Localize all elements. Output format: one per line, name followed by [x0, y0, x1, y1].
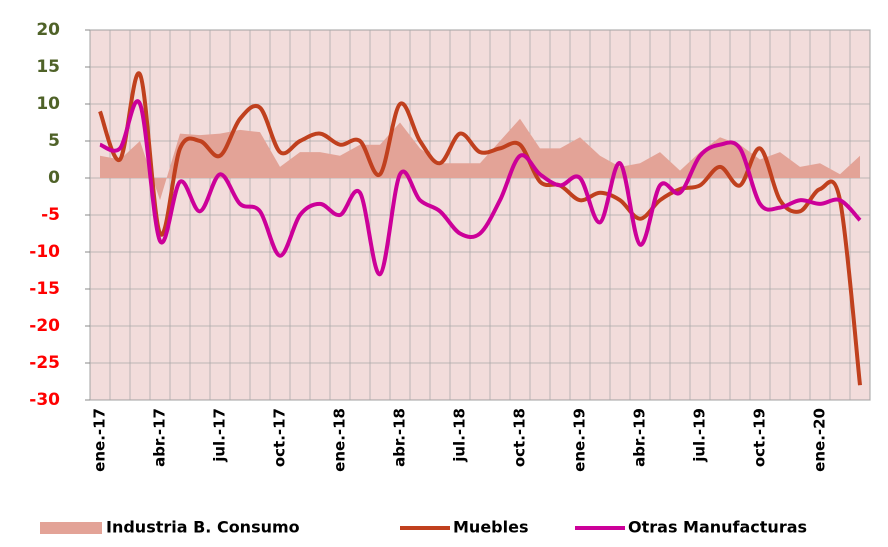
x-tick-label: jul.-17: [211, 408, 229, 463]
x-tick-label: abr.-18: [391, 408, 409, 467]
y-tick-label: -15: [29, 279, 60, 299]
y-tick-label: -20: [29, 316, 60, 336]
legend-label: Muebles: [453, 518, 528, 537]
x-tick-label: ene.-18: [331, 408, 349, 472]
line: [99, 99, 862, 277]
y-tick-label: 10: [36, 94, 60, 114]
y-tick-label: -30: [29, 390, 60, 410]
y-tick-label: 0: [48, 168, 60, 188]
y-tick-label: -10: [29, 242, 60, 262]
legend-swatch: [40, 522, 102, 534]
x-tick-label: jul.-18: [451, 408, 469, 463]
x-tick-label: oct.-17: [271, 408, 289, 467]
area: [100, 118, 860, 201]
y-tick-label: -5: [41, 205, 60, 225]
x-tick-label: oct.-18: [511, 408, 529, 467]
x-tick-label: ene.-19: [571, 408, 589, 472]
x-tick-label: ene.-20: [811, 408, 829, 472]
y-tick-label: 15: [36, 57, 60, 77]
x-tick-label: abr.-19: [631, 408, 649, 467]
legend-label: Industria B. Consumo: [106, 518, 300, 537]
y-tick-label: 20: [36, 20, 60, 40]
legend-label: Otras Manufacturas: [628, 518, 807, 537]
x-tick-label: ene.-17: [91, 408, 109, 472]
line: [98, 71, 862, 386]
x-tick-label: oct.-19: [751, 408, 769, 467]
x-tick-label: jul.-19: [691, 408, 709, 463]
x-tick-label: abr.-17: [151, 408, 169, 467]
y-tick-label: -25: [29, 353, 60, 373]
y-tick-label: 5: [48, 131, 60, 151]
